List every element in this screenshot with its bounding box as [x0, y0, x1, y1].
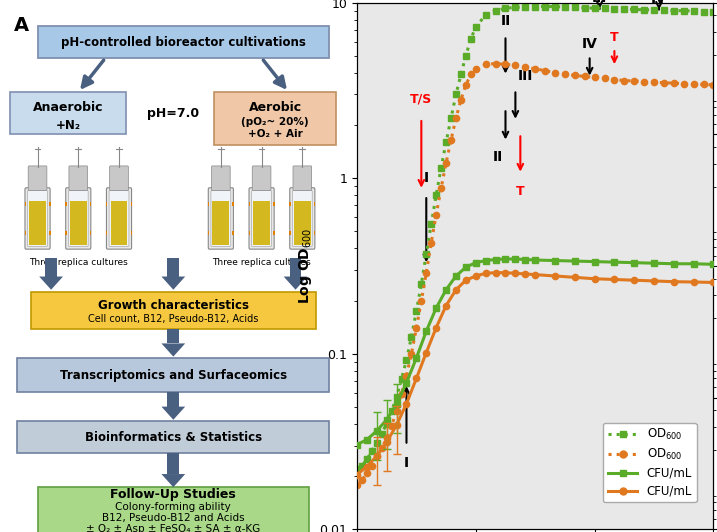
FancyBboxPatch shape: [253, 201, 270, 245]
Bar: [49, 202, 50, 206]
Text: ± O₂ ± Asp ± FeSO₄ ± SA ± α-KG: ± O₂ ± Asp ± FeSO₄ ± SA ± α-KG: [86, 525, 260, 532]
Text: III: III: [518, 69, 533, 82]
FancyBboxPatch shape: [69, 166, 87, 190]
Text: Colony-forming ability: Colony-forming ability: [115, 502, 231, 512]
Text: IV: IV: [651, 0, 667, 6]
Text: +N₂: +N₂: [56, 119, 80, 132]
Bar: [24, 202, 26, 206]
FancyBboxPatch shape: [17, 358, 330, 393]
FancyBboxPatch shape: [212, 166, 230, 190]
Polygon shape: [284, 277, 308, 290]
Bar: [249, 231, 250, 235]
Text: Bioinformatics & Statistics: Bioinformatics & Statistics: [85, 431, 262, 444]
Bar: [314, 202, 315, 206]
Bar: [106, 202, 108, 206]
Legend: OD$_{600}$, OD$_{600}$, CFU/mL, CFU/mL: OD$_{600}$, OD$_{600}$, CFU/mL, CFU/mL: [603, 422, 697, 502]
Y-axis label: Log OD$_{600}$: Log OD$_{600}$: [297, 228, 314, 304]
Text: Three replica cultures: Three replica cultures: [29, 258, 128, 267]
Bar: [130, 231, 132, 235]
Bar: [167, 329, 179, 344]
Bar: [65, 231, 67, 235]
FancyBboxPatch shape: [293, 166, 312, 190]
FancyBboxPatch shape: [17, 421, 330, 453]
Text: I: I: [424, 171, 429, 185]
Text: T: T: [516, 185, 525, 197]
Bar: [90, 231, 91, 235]
Text: B12, Pseudo-B12 and Acids: B12, Pseudo-B12 and Acids: [102, 513, 244, 523]
Polygon shape: [161, 277, 185, 290]
Polygon shape: [161, 344, 185, 356]
Text: Anaerobic: Anaerobic: [33, 102, 103, 114]
Text: II: II: [493, 150, 503, 164]
Bar: [232, 202, 234, 206]
Bar: [49, 231, 50, 235]
FancyBboxPatch shape: [70, 201, 87, 245]
FancyBboxPatch shape: [212, 201, 229, 245]
Text: Three replica cultures: Three replica cultures: [212, 258, 311, 267]
Polygon shape: [161, 474, 185, 487]
Text: Growth characteristics: Growth characteristics: [98, 299, 249, 312]
FancyBboxPatch shape: [109, 190, 129, 246]
FancyBboxPatch shape: [214, 92, 336, 145]
Text: III: III: [592, 0, 607, 5]
Text: T/S: T/S: [410, 93, 432, 105]
Text: pH=7.0: pH=7.0: [147, 107, 199, 120]
Bar: [130, 202, 132, 206]
FancyBboxPatch shape: [106, 188, 131, 249]
Bar: [290, 258, 301, 277]
FancyBboxPatch shape: [294, 201, 310, 245]
Bar: [167, 258, 179, 277]
Text: Cell count, B12, Pseudo-B12, Acids: Cell count, B12, Pseudo-B12, Acids: [88, 314, 259, 323]
FancyBboxPatch shape: [110, 201, 128, 245]
FancyBboxPatch shape: [31, 293, 316, 329]
Bar: [314, 231, 315, 235]
Text: Aerobic: Aerobic: [249, 102, 302, 114]
FancyBboxPatch shape: [211, 190, 231, 246]
FancyBboxPatch shape: [28, 166, 47, 190]
FancyBboxPatch shape: [68, 190, 88, 246]
Bar: [290, 231, 291, 235]
FancyBboxPatch shape: [66, 188, 91, 249]
FancyBboxPatch shape: [208, 188, 234, 249]
Polygon shape: [161, 406, 185, 420]
Text: +O₂ + Air: +O₂ + Air: [248, 129, 303, 139]
Bar: [24, 231, 26, 235]
Text: (pO₂~ 20%): (pO₂~ 20%): [242, 117, 309, 127]
Text: IV: IV: [581, 37, 597, 51]
Bar: [208, 231, 209, 235]
Bar: [273, 202, 275, 206]
Polygon shape: [39, 277, 63, 290]
FancyBboxPatch shape: [28, 190, 47, 246]
Bar: [90, 202, 91, 206]
Text: Transcriptomics and Surfaceomics: Transcriptomics and Surfaceomics: [60, 369, 287, 381]
Text: I: I: [404, 456, 409, 470]
Bar: [167, 393, 179, 406]
FancyBboxPatch shape: [252, 190, 272, 246]
FancyBboxPatch shape: [37, 27, 330, 58]
Bar: [290, 202, 291, 206]
Bar: [45, 258, 57, 277]
Bar: [167, 453, 179, 474]
Text: Follow-Up Studies: Follow-Up Studies: [110, 488, 236, 501]
FancyBboxPatch shape: [37, 487, 309, 532]
Bar: [232, 231, 234, 235]
Bar: [273, 231, 275, 235]
FancyBboxPatch shape: [29, 201, 46, 245]
FancyBboxPatch shape: [293, 190, 312, 246]
FancyBboxPatch shape: [252, 166, 271, 190]
FancyBboxPatch shape: [110, 166, 128, 190]
Text: pH-controlled bioreactor cultivations: pH-controlled bioreactor cultivations: [61, 36, 306, 48]
FancyBboxPatch shape: [290, 188, 315, 249]
Bar: [65, 202, 67, 206]
FancyBboxPatch shape: [249, 188, 274, 249]
Bar: [249, 202, 250, 206]
FancyBboxPatch shape: [10, 92, 125, 134]
Bar: [208, 202, 209, 206]
FancyBboxPatch shape: [25, 188, 50, 249]
Text: T: T: [610, 31, 619, 44]
Bar: [106, 231, 108, 235]
Text: A: A: [14, 16, 29, 35]
Text: II: II: [500, 14, 511, 28]
